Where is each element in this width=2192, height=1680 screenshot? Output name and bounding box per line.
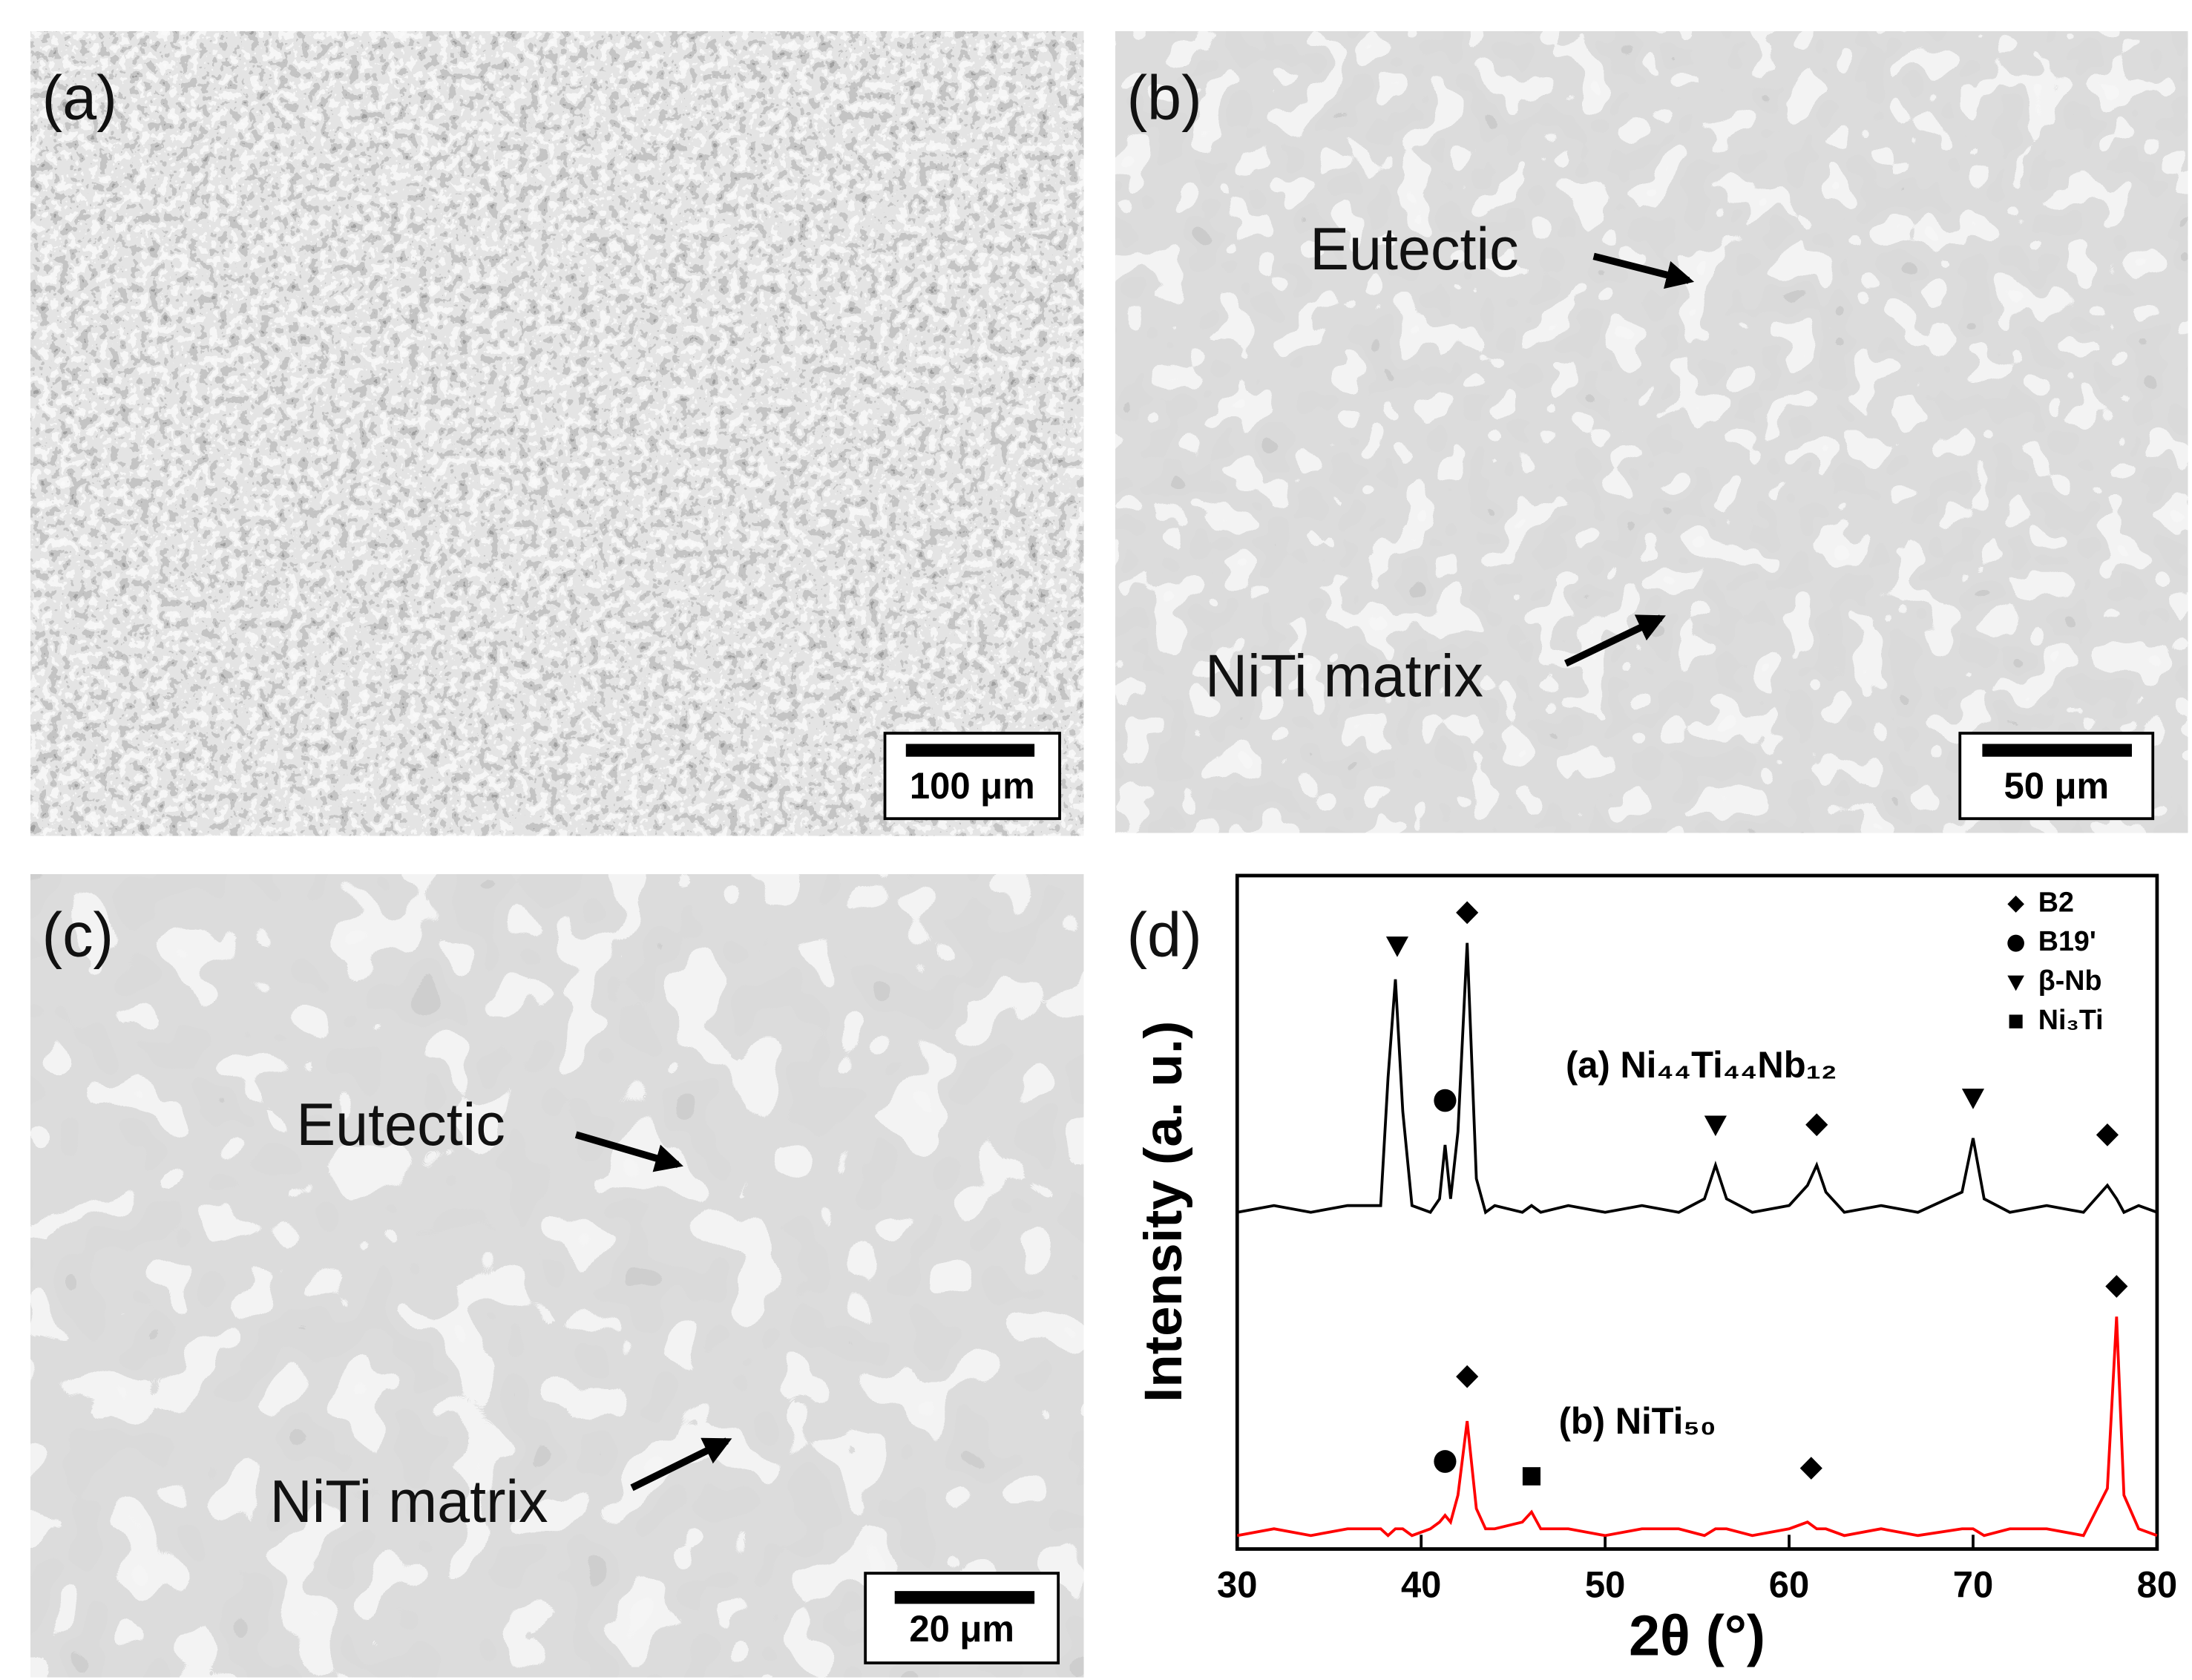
x-tick-label: 60 (1769, 1564, 1809, 1606)
annotation: NiTi matrix (270, 1469, 548, 1535)
phase-marker (2007, 895, 2024, 913)
micrograph (30, 874, 1084, 1678)
arrow (1592, 252, 1695, 289)
phase-marker (2009, 1014, 2023, 1028)
series-label: (b) NiTi₅₀ (1559, 1400, 1716, 1441)
phase-marker (1805, 1113, 1828, 1137)
y-axis-label: Intensity (a. u.) (1135, 1021, 1193, 1402)
panel-label: (c) (42, 899, 114, 970)
phase-marker (2007, 975, 2024, 991)
arrow (1563, 614, 1666, 667)
panel-label: (d) (1126, 899, 1201, 970)
series-line (1236, 1316, 2158, 1538)
plot-frame (1235, 873, 2159, 1551)
x-tick-label: 30 (1217, 1564, 1257, 1606)
scale-bar-label: 100 μm (910, 766, 1035, 807)
legend-label: Ni₃Ti (2038, 1004, 2104, 1035)
phase-marker (1799, 1457, 1822, 1480)
annotation: Eutectic (296, 1091, 505, 1158)
scale-bar-label: 50 μm (2004, 766, 2109, 807)
x-tick-label: 40 (1401, 1564, 1441, 1606)
arrow (574, 1131, 683, 1172)
legend-label: B19' (2038, 926, 2096, 957)
arrow (630, 1437, 732, 1492)
x-tick-label: 80 (2137, 1564, 2177, 1606)
legend-label: B2 (2038, 887, 2074, 918)
phase-marker (2007, 934, 2024, 952)
phase-marker (1522, 1467, 1541, 1486)
phase-marker (1704, 1115, 1727, 1137)
legend-label: β-Nb (2038, 965, 2102, 997)
x-tick-label: 50 (1585, 1564, 1625, 1606)
micrograph (30, 31, 1084, 836)
x-axis-label: 2θ (°) (1629, 1604, 1765, 1668)
series-line (1236, 942, 2158, 1215)
scale-bar-box (864, 1572, 1060, 1664)
micrograph (1115, 31, 2188, 833)
phase-marker (1385, 936, 1409, 957)
x-tick-label: 70 (1953, 1564, 1993, 1606)
scale-bar-label: 20 μm (909, 1608, 1014, 1649)
phase-marker (1456, 901, 1479, 925)
phase-marker (1434, 1450, 1457, 1473)
phase-marker (1961, 1089, 1985, 1109)
phase-marker (1434, 1089, 1457, 1112)
phase-marker (2096, 1123, 2119, 1146)
annotation: NiTi matrix (1205, 643, 1483, 709)
series-label: (a) Ni₄₄Ti₄₄Nb₁₂ (1566, 1045, 1837, 1086)
panel-label: (b) (1126, 62, 1201, 133)
panel-label: (a) (42, 62, 117, 133)
annotation: Eutectic (1310, 215, 1518, 282)
